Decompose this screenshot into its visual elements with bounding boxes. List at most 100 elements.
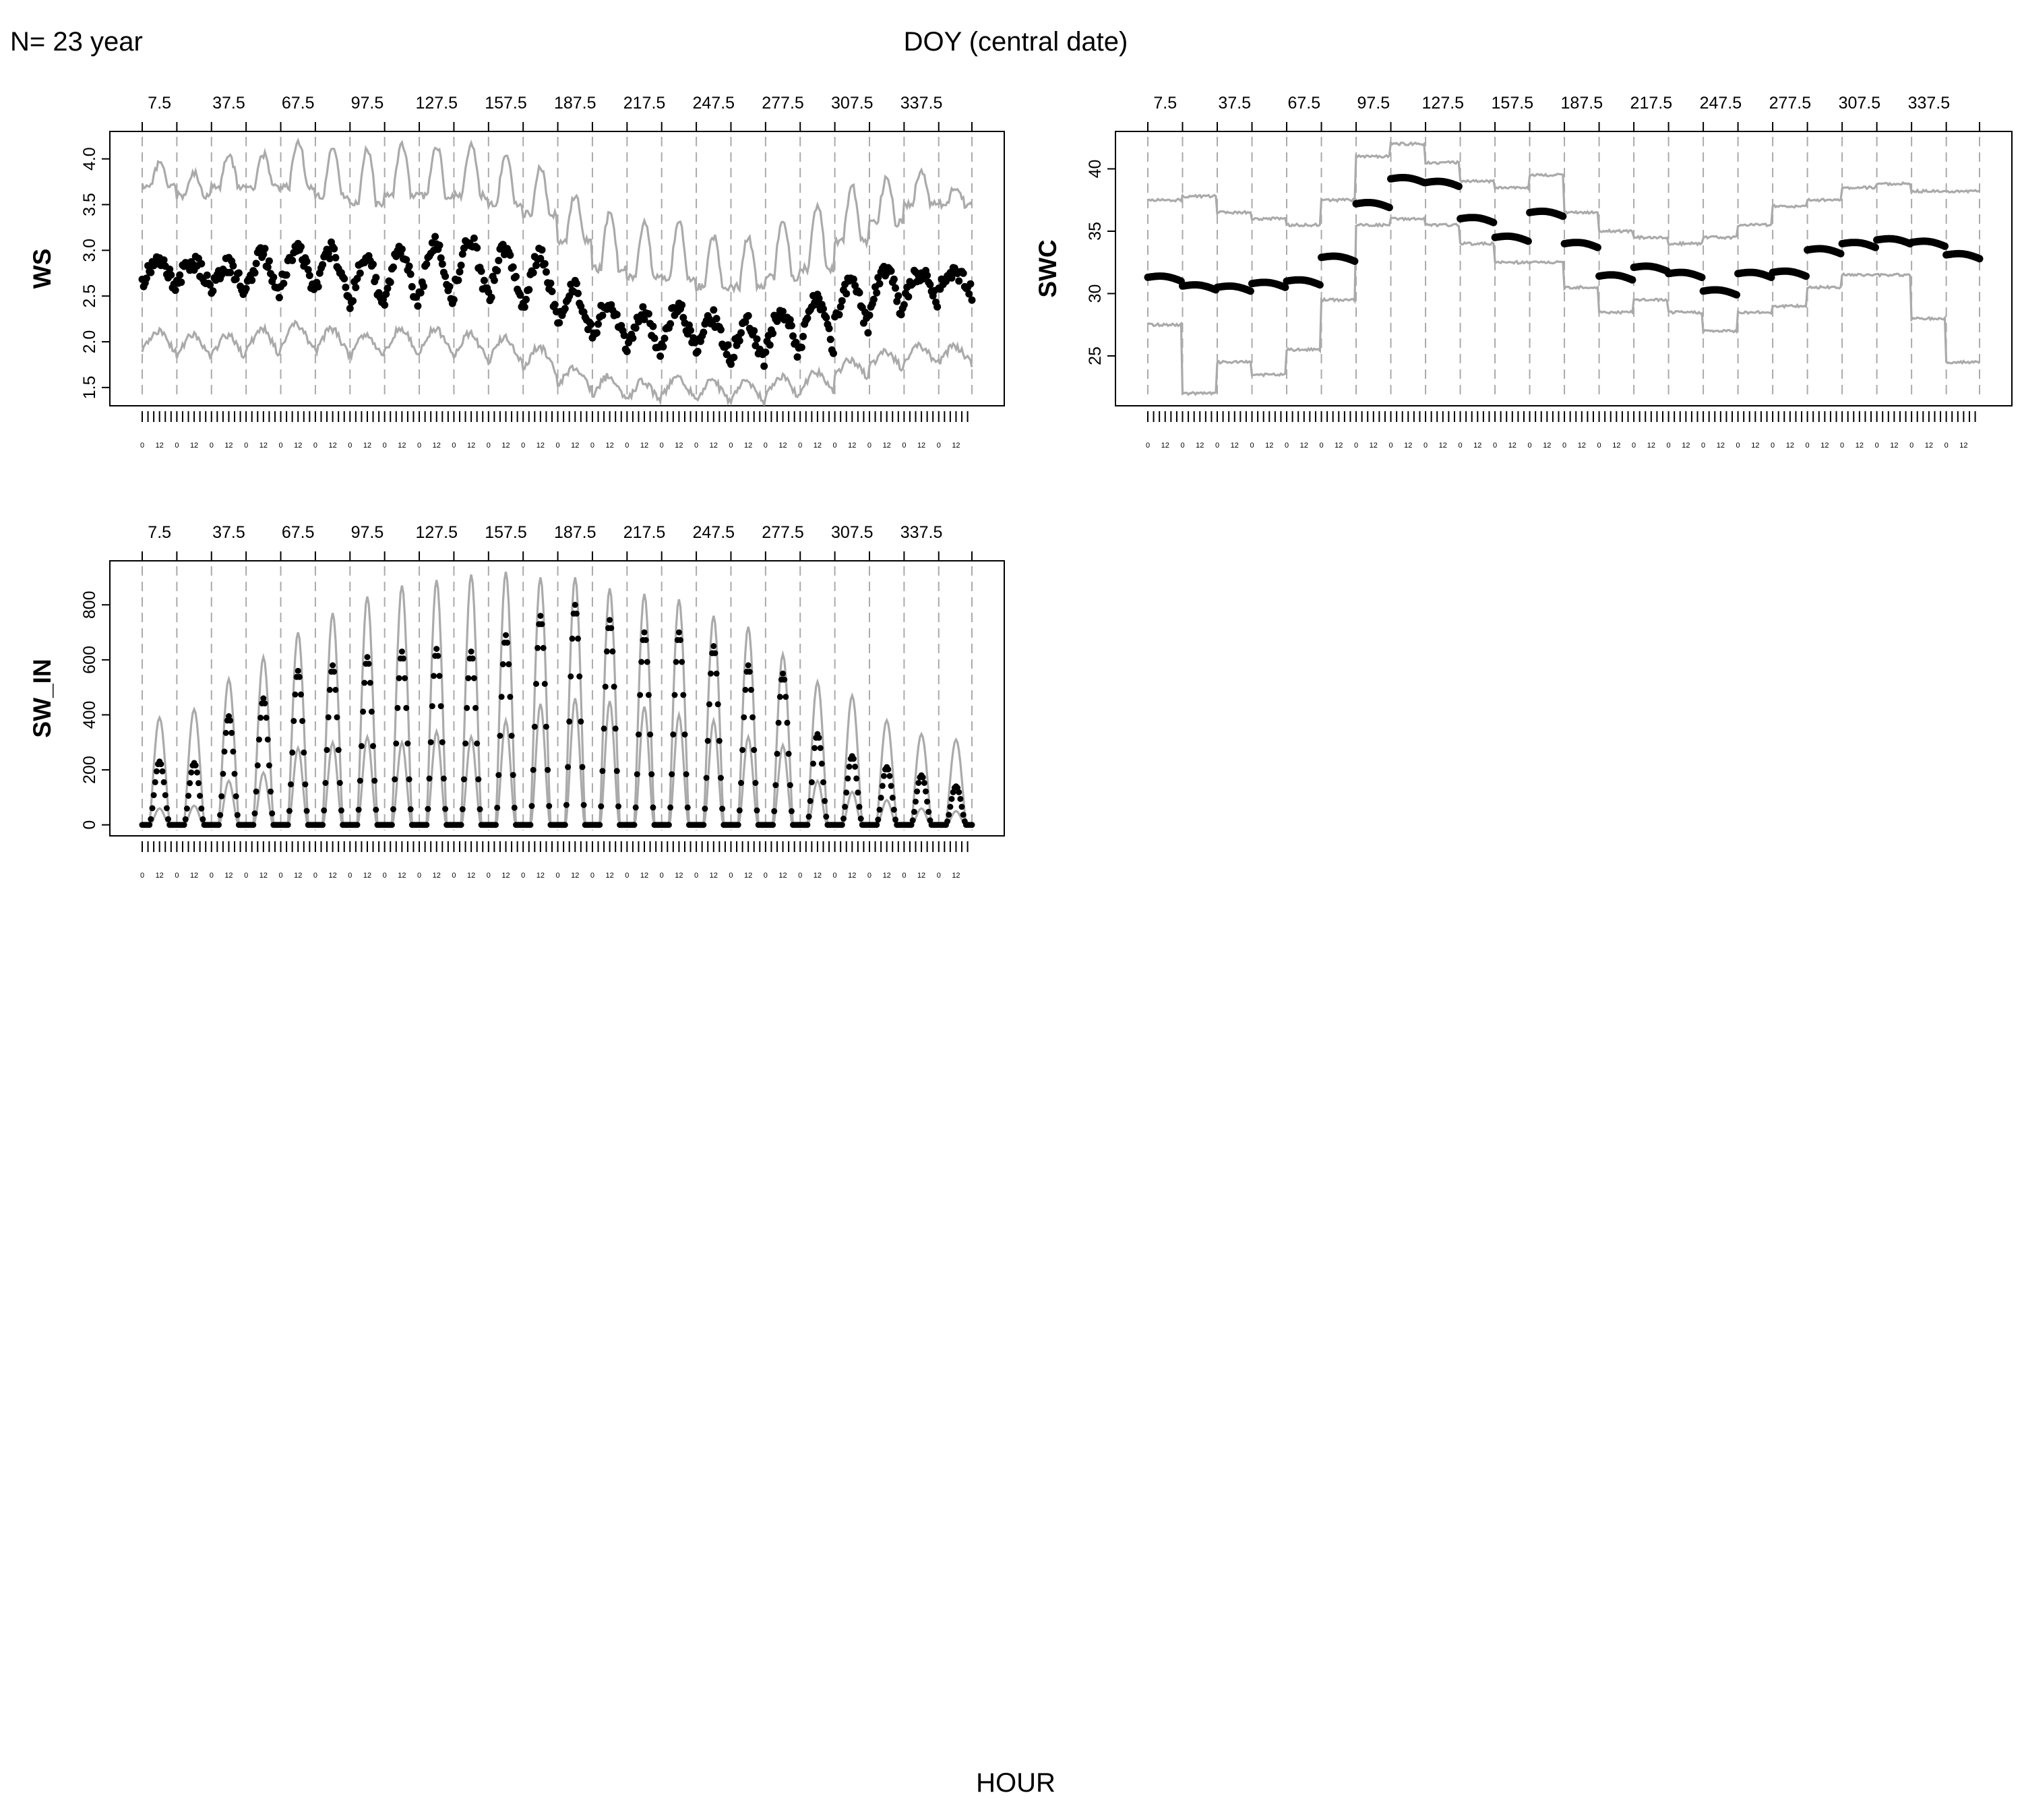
mean-point [762,348,770,356]
mean-point [403,704,410,711]
doy-tick-label: 97.5 [351,523,384,542]
mean-point [889,794,896,801]
doy-tick-label: 217.5 [1630,94,1673,113]
mean-point [260,695,267,702]
mean-point [330,662,336,669]
mean-point [634,771,640,778]
mean-point [915,780,922,786]
mean-point [637,692,644,698]
mean-point [159,768,166,775]
plot-frame [109,131,1005,406]
mean-point [783,694,789,700]
mean-point [632,324,640,332]
mean-point [956,789,962,795]
hour-tick-label: 12 [640,872,648,880]
mean-point [525,286,533,294]
mean-point [1351,257,1359,265]
mean-point [897,311,905,319]
mean-point [835,311,843,319]
mean-point [531,723,538,730]
mean-point [703,775,710,781]
mean-point [436,673,443,679]
hour-tick-label: 0 [902,442,906,450]
mean-point [167,271,175,279]
mean-point [911,808,917,815]
hour-tick-label: 12 [1196,442,1204,450]
mean-point [142,274,150,282]
mean-point [503,632,509,638]
hour-tick-label: 0 [1354,442,1358,450]
mean-point [879,783,886,789]
mean-point [440,775,447,782]
mean-point [530,766,537,773]
mean-point [885,766,892,772]
mean-point [739,747,746,754]
mean-point [352,284,360,291]
mean-point [182,816,189,822]
mean-point [280,280,288,287]
mean-point [566,718,573,725]
mean-point [716,737,723,744]
doy-tick-label: 307.5 [831,523,874,542]
mean-point [354,822,361,828]
hour-tick-label: 12 [1370,442,1378,450]
mean-point [572,601,578,608]
mean-point [390,263,397,271]
hour-tick-label: 0 [833,872,837,880]
hour-tick-label: 12 [398,442,406,450]
mean-point [656,352,665,360]
mean-point [925,808,932,815]
hour-tick-label: 0 [452,872,456,880]
mean-point [636,731,642,738]
doy-tick-label: 187.5 [1561,94,1603,113]
lower-band-line [141,320,973,406]
y-tick-label: 2.0 [80,330,99,354]
doy-tick-label: 337.5 [1908,94,1951,113]
mean-point [817,745,824,752]
upper-band-line [1147,140,1980,247]
mean-point [741,714,747,721]
mean-point [356,269,364,277]
hour-tick-label: 12 [606,442,614,450]
mean-point [888,783,894,789]
mean-point [744,311,752,320]
mean-point [390,806,396,812]
mean-point [742,686,749,693]
mean-point [165,816,171,822]
hour-tick-label: 12 [571,442,579,450]
mean-point [948,274,956,282]
mean-point [700,328,708,336]
mean-point [669,771,675,778]
mean-point [615,803,621,810]
mean-point [714,701,721,708]
mean-point [1454,183,1463,190]
doy-tick-label: 7.5 [1153,94,1177,113]
mean-point [569,635,576,642]
mean-point [297,243,305,251]
mean-point [671,692,678,698]
mean-point [675,629,682,636]
y-tick-label: 3.0 [80,239,99,262]
mean-point [296,673,303,680]
mean-point [540,644,547,651]
mean-point [875,816,882,823]
mean-point [957,795,964,802]
hour-tick-label: 12 [156,442,164,450]
mean-point [322,780,329,786]
mean-point [487,293,495,301]
mean-point [815,295,823,303]
mean-point [681,731,688,738]
mean-point [769,330,777,338]
mean-point [787,782,793,789]
hour-tick-label: 12 [1265,442,1273,450]
mean-point [770,822,776,828]
mean-point [539,621,545,628]
y-tick-label: 30 [1086,284,1105,303]
mean-point [724,341,732,349]
mean-point [235,269,243,277]
mean-point [892,284,899,292]
mean-point [349,297,357,305]
hour-tick-label: 12 [1404,442,1412,450]
hour-tick-label: 0 [833,442,837,450]
mean-point [601,725,607,732]
